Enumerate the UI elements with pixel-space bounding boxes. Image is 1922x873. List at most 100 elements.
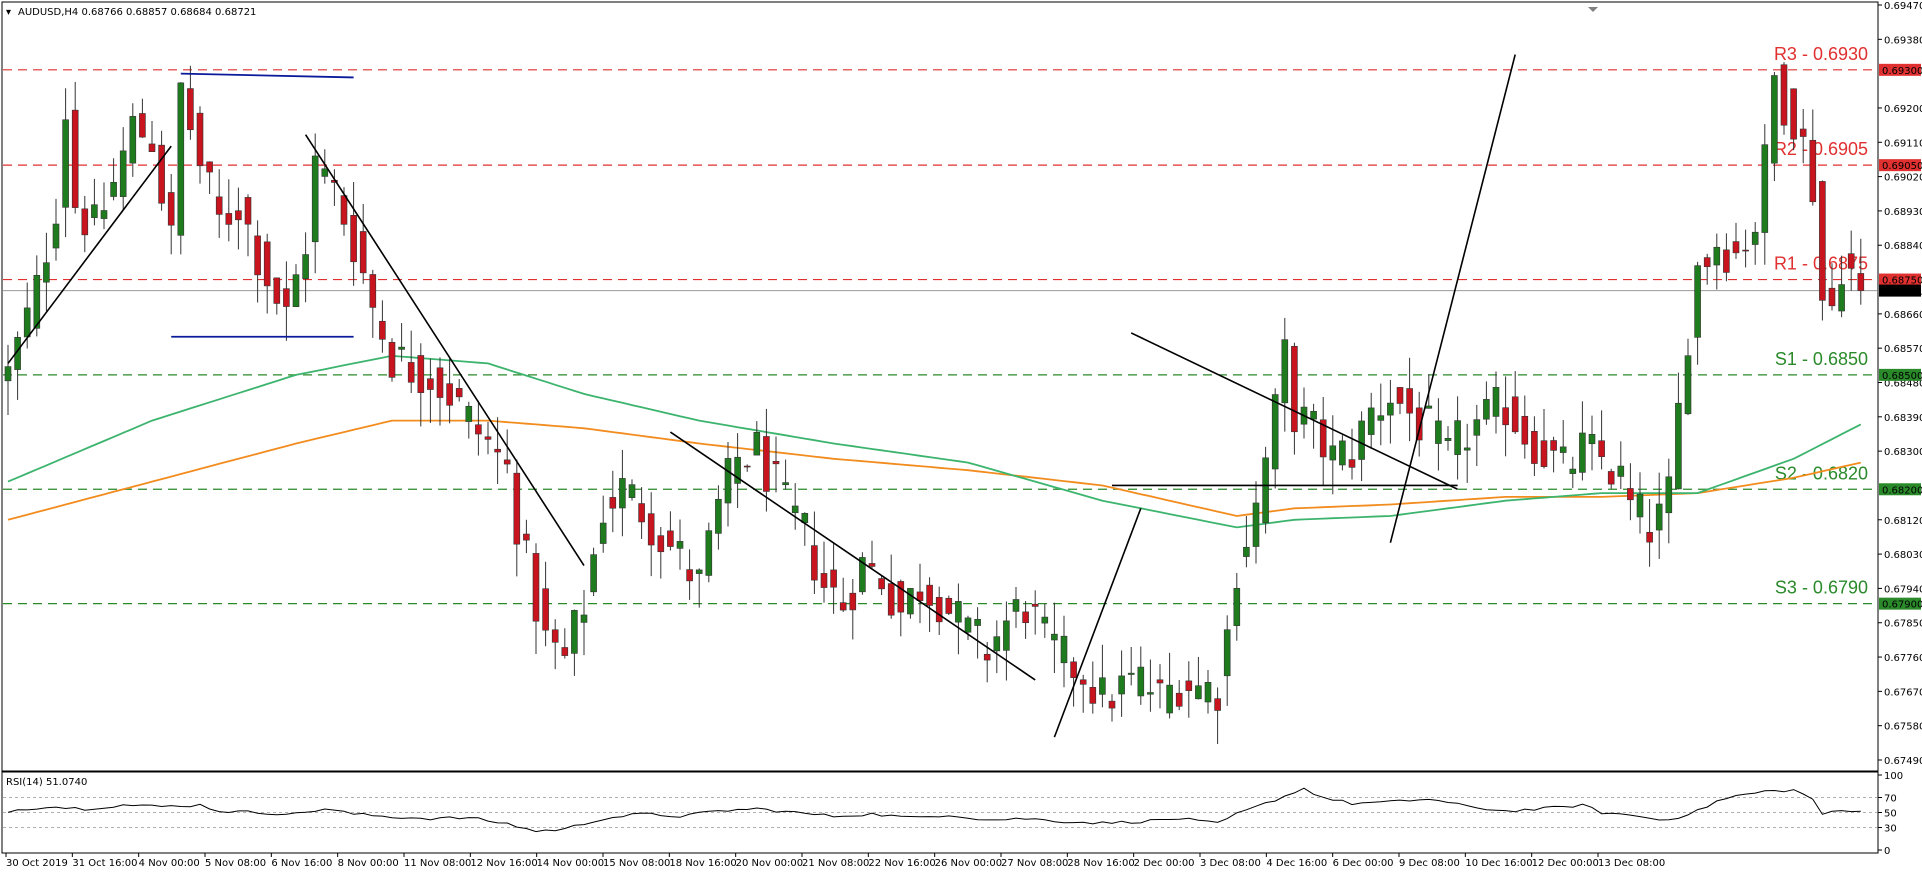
- candle-bull: [1588, 434, 1596, 445]
- rsi-line: [7, 787, 1861, 833]
- candle-bear: [513, 472, 521, 545]
- candle-bull: [724, 458, 732, 504]
- candle-bull: [1166, 684, 1173, 714]
- candle-bull: [590, 554, 597, 593]
- price-tick-label: 0.69470: [1884, 1, 1922, 12]
- candle-bear: [532, 553, 540, 622]
- time-tick-label: 4 Nov 00:00: [139, 858, 200, 869]
- rsi-indicator: 100 70 50 30 0: [3, 771, 1903, 857]
- candle-bear: [139, 113, 146, 138]
- candle-bull: [695, 569, 703, 574]
- candle-bull: [1041, 616, 1049, 624]
- candle-bull: [1675, 402, 1682, 490]
- level-tag-bg: [1879, 273, 1921, 286]
- candle-bull: [1051, 633, 1058, 641]
- time-tick-label: 26 Nov 00:00: [935, 858, 1002, 869]
- price-tick-label: 0.68480: [1884, 379, 1922, 390]
- candle-bull: [52, 223, 60, 249]
- rsi-tick-label: 50: [1884, 809, 1897, 820]
- trendline: [7, 145, 172, 364]
- candle-bear: [263, 241, 271, 287]
- time-tick-label: 15 Nov 08:00: [603, 858, 670, 869]
- main-pane: [1, 1, 1879, 772]
- candle-bull: [4, 366, 12, 382]
- price-tick-label: 0.68030: [1884, 550, 1922, 561]
- rsi-tick-label: 0: [1884, 846, 1890, 857]
- price-tick-label: 0.69020: [1884, 173, 1922, 184]
- candle-bear: [187, 88, 194, 131]
- candle-bull: [1454, 420, 1461, 455]
- current-price-tag-bg: [1879, 284, 1921, 297]
- candle-bull: [1387, 402, 1394, 416]
- candle-bear: [196, 112, 204, 167]
- candle-bear: [379, 320, 386, 340]
- candle-bear: [1857, 273, 1865, 291]
- candle-bear: [926, 584, 933, 606]
- candle-bull: [33, 274, 41, 329]
- candle-bear: [1531, 431, 1538, 464]
- rsi-tick-label: 100: [1884, 771, 1903, 782]
- candle-bear: [1732, 241, 1740, 254]
- candle-bear: [1598, 440, 1605, 457]
- time-tick-label: 28 Nov 16:00: [1067, 858, 1134, 869]
- candle-bull: [1204, 681, 1212, 703]
- rsi-title: RSI(14) 51.0740: [6, 777, 87, 788]
- level-tag-r3: 0.69300: [1882, 66, 1922, 77]
- candle-bull: [859, 557, 866, 593]
- candle-bear: [148, 143, 156, 153]
- candle-bear: [542, 588, 549, 631]
- shift-marker-icon[interactable]: [1588, 7, 1598, 12]
- candle-bear: [1847, 253, 1855, 269]
- candle-bull: [1684, 355, 1692, 415]
- rsi-tick-label: 70: [1884, 794, 1897, 805]
- candle-bear: [417, 355, 425, 393]
- candle-bull: [1223, 629, 1231, 677]
- candle-bull: [1233, 587, 1241, 626]
- price-tick-label: 0.68300: [1884, 447, 1922, 458]
- candle-bear: [283, 288, 290, 307]
- level-tag-bg: [1879, 597, 1921, 610]
- candle-bear: [667, 530, 674, 547]
- candle-bear: [407, 362, 415, 383]
- level-tag-s1: 0.68500: [1882, 371, 1922, 382]
- candle-bear: [359, 231, 367, 274]
- candle-bear: [427, 378, 434, 390]
- candle-bull: [734, 456, 741, 484]
- candle-bull: [628, 484, 636, 498]
- time-tick-label: 13 Dec 08:00: [1598, 858, 1665, 869]
- candle-bull: [1435, 420, 1442, 444]
- time-tick-label: 31 Oct 16:00: [72, 858, 137, 869]
- current-price-tag: 0.68721: [1882, 287, 1922, 298]
- trendlines: [7, 54, 1516, 738]
- chart-menu-arrow-icon[interactable]: ▾: [6, 7, 11, 18]
- candle-bear: [1089, 687, 1097, 704]
- candle-bear: [388, 341, 396, 378]
- candle-bull: [302, 254, 309, 279]
- time-axis: 30 Oct 2019 31 Oct 16:00 4 Nov 00:00 5 Nov …: [5, 853, 1665, 869]
- candle-bear: [820, 573, 828, 588]
- level-tag-s3: 0.67900: [1882, 600, 1922, 611]
- candle-bull: [571, 610, 578, 654]
- candle-bear: [839, 602, 847, 611]
- trendline: [1389, 54, 1516, 543]
- candle-bull: [321, 168, 329, 177]
- candle-bull: [91, 204, 98, 218]
- candle-bear: [647, 513, 655, 546]
- candle-bull: [177, 82, 185, 236]
- time-tick-label: 14 Nov 00:00: [537, 858, 604, 869]
- candle-bull: [1444, 437, 1452, 441]
- level-label-s3: S3 - 0.6790: [1775, 578, 1868, 598]
- candle-bull: [619, 478, 626, 509]
- candle-bull: [311, 155, 319, 243]
- candle-bull: [1579, 432, 1586, 473]
- level-tag-bg: [1879, 483, 1921, 496]
- candle-bear: [1108, 700, 1116, 709]
- candle-bull: [1118, 675, 1125, 695]
- candle-bear: [1396, 387, 1404, 404]
- time-tick-label: 30 Oct 2019: [6, 858, 68, 869]
- candle-bull: [292, 274, 300, 307]
- candle-bear: [743, 465, 751, 468]
- candle-bull: [753, 431, 761, 456]
